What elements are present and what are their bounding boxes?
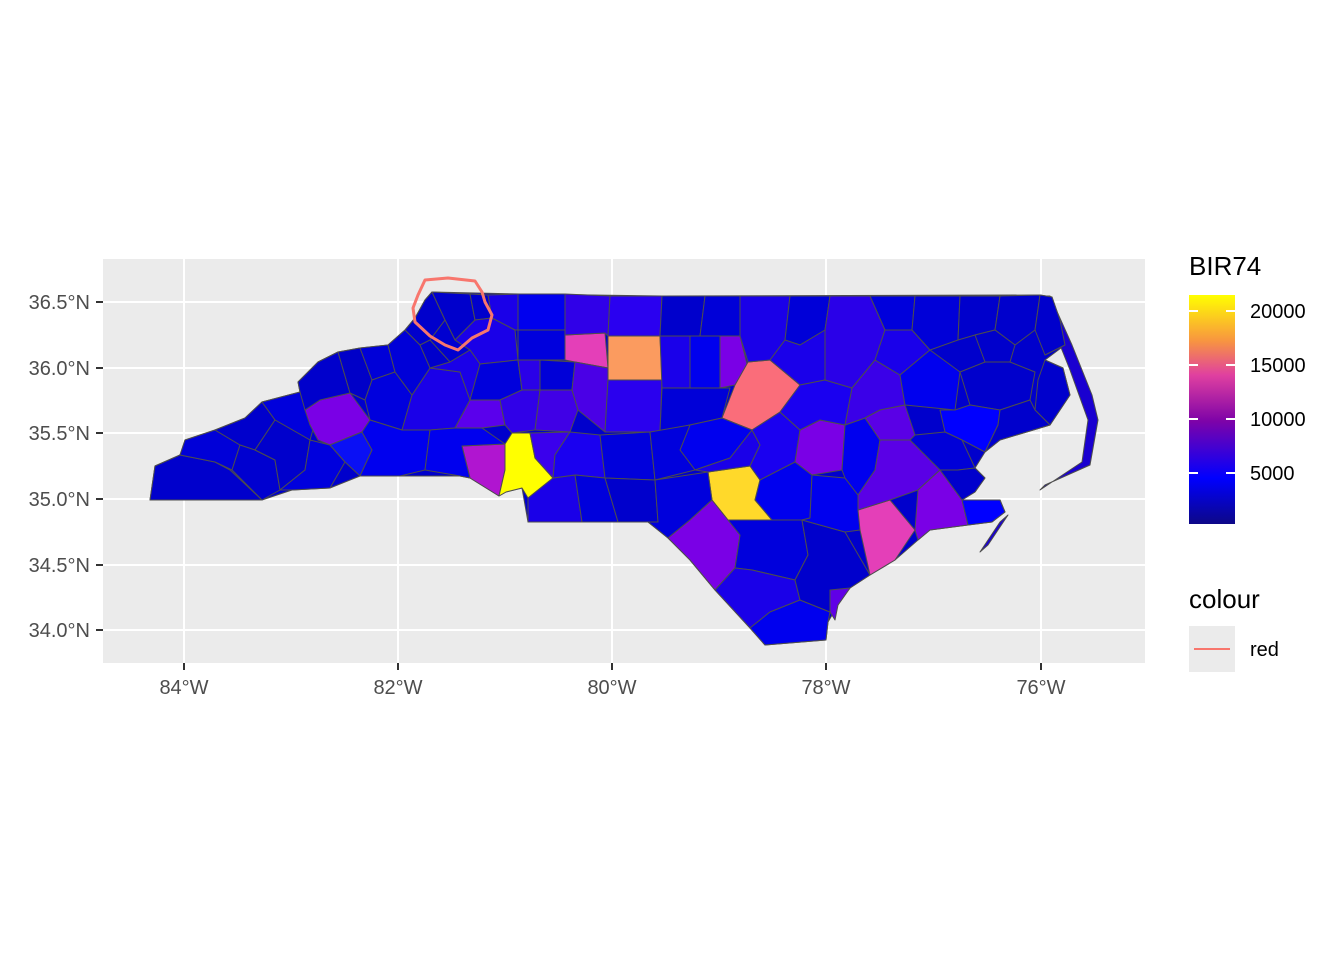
x-tick-label: 78°W (801, 677, 850, 699)
county-w21 (424, 427, 506, 479)
x-tick-label: 80°W (587, 677, 636, 699)
highlight-outline (411, 276, 494, 352)
y-tick-label: 36.0°N (29, 358, 90, 380)
y-axis-labels: 36.5°N 36.0°N 35.5°N 35.0°N 34.5°N 34.0°… (29, 292, 90, 642)
counties (149, 291, 1099, 646)
color-bar (1189, 295, 1235, 524)
y-tick-label: 35.5°N (29, 423, 90, 445)
county-c16 (599, 431, 656, 481)
fill-legend: BIR74 20000 15000 10000 5000 (1189, 251, 1306, 524)
county-c18 (659, 295, 706, 337)
outer-banks (1039, 295, 1099, 491)
county-guilford (607, 335, 663, 381)
county-e7 (911, 295, 961, 351)
fill-legend-title: BIR74 (1189, 251, 1261, 281)
county-c21 (689, 335, 721, 389)
fill-legend-label: 20000 (1250, 301, 1306, 323)
y-tick-label: 35.0°N (29, 489, 90, 511)
x-tick-label: 76°W (1016, 677, 1065, 699)
county-w10 (297, 351, 351, 411)
x-tick-label: 84°W (159, 677, 208, 699)
county-e10 (974, 329, 1016, 363)
county-w7 (279, 439, 346, 491)
county-c7 (534, 389, 579, 433)
y-tick-label: 36.5°N (29, 292, 90, 314)
county-c3 (517, 329, 569, 361)
cape-lookout (979, 514, 1009, 553)
county-c2 (517, 293, 569, 331)
county-carteret (961, 499, 1006, 526)
county-c12 (564, 293, 611, 337)
county-c4 (517, 359, 541, 391)
colour-legend-title: colour (1189, 584, 1260, 614)
county-c20 (659, 335, 691, 389)
y-tick-label: 34.0°N (29, 620, 90, 642)
county-e11 (1034, 294, 1066, 356)
county-c19 (699, 295, 743, 337)
county-e15 (984, 399, 1051, 453)
county-brunswick (749, 599, 831, 646)
colour-legend-label: red (1250, 639, 1279, 661)
county-e6 (899, 349, 961, 411)
county-new-hanover (829, 587, 851, 621)
colour-legend: colour red (1189, 584, 1279, 672)
county-e9 (994, 294, 1041, 346)
color-bar-ticks (1189, 310, 1235, 474)
axis-ticks (96, 301, 1042, 670)
x-tick-label: 82°W (373, 677, 422, 699)
y-tick-label: 34.5°N (29, 555, 90, 577)
x-axis-labels: 84°W 82°W 80°W 78°W 76°W (159, 677, 1065, 699)
county-c15 (604, 379, 663, 433)
fill-legend-label: 5000 (1250, 463, 1295, 485)
county-c27 (649, 424, 696, 481)
fill-legend-label: 15000 (1250, 355, 1306, 377)
fill-legend-label: 10000 (1250, 409, 1306, 431)
county-c5 (539, 359, 576, 391)
county-c13 (607, 295, 663, 337)
